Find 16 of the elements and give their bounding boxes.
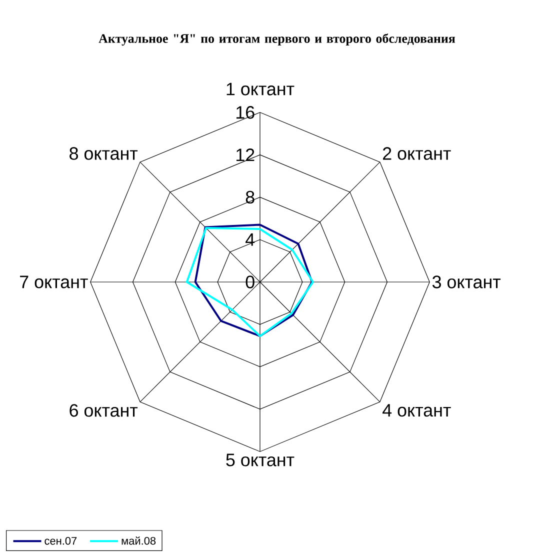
legend-label: май.08 [122, 536, 156, 545]
y-tick-label: 16 [236, 106, 254, 119]
spoke-label: 5 октант [226, 454, 294, 466]
legend-label: сен.07 [44, 536, 77, 545]
spoke-label: 4 октант [382, 404, 451, 417]
spoke-label: 1 октант [226, 82, 294, 96]
spoke-label: 2 октант [383, 147, 451, 160]
y-tick-label: 0 [246, 276, 254, 288]
y-tick-label: 12 [236, 148, 254, 162]
spoke-label: 7 октант [20, 276, 88, 288]
chart-title: Актуальное "Я" по итогам первого и второго обследования [98, 34, 456, 46]
spoke-label: 3 октант [432, 276, 501, 288]
y-tick-label: 4 [246, 233, 255, 246]
spoke-label: 8 октант [70, 147, 138, 160]
spoke-label: 6 октант [70, 404, 138, 417]
y-tick-label: 8 [246, 190, 254, 204]
